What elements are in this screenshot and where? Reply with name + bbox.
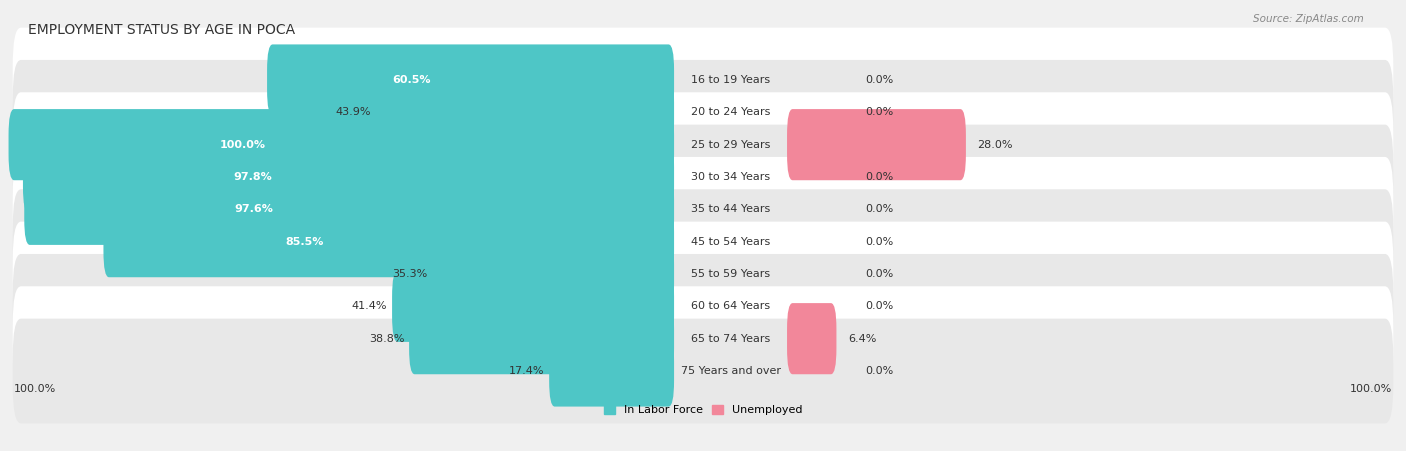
- FancyBboxPatch shape: [13, 124, 1393, 230]
- Text: 100.0%: 100.0%: [1350, 384, 1392, 394]
- Text: 38.8%: 38.8%: [368, 334, 405, 344]
- Text: 45 to 54 Years: 45 to 54 Years: [690, 237, 770, 247]
- Text: 85.5%: 85.5%: [285, 237, 323, 247]
- Text: 0.0%: 0.0%: [865, 366, 893, 376]
- Text: 0.0%: 0.0%: [865, 301, 893, 311]
- Text: 41.4%: 41.4%: [352, 301, 387, 311]
- Text: 0.0%: 0.0%: [865, 172, 893, 182]
- Text: 97.8%: 97.8%: [233, 172, 271, 182]
- FancyBboxPatch shape: [392, 271, 673, 342]
- FancyBboxPatch shape: [13, 318, 1393, 423]
- FancyBboxPatch shape: [13, 221, 1393, 327]
- FancyBboxPatch shape: [550, 336, 673, 407]
- Text: 100.0%: 100.0%: [14, 384, 56, 394]
- FancyBboxPatch shape: [8, 109, 673, 180]
- Text: 17.4%: 17.4%: [509, 366, 544, 376]
- Text: 100.0%: 100.0%: [221, 140, 266, 150]
- Text: 0.0%: 0.0%: [865, 204, 893, 214]
- Text: 60.5%: 60.5%: [392, 75, 430, 85]
- Text: 25 to 29 Years: 25 to 29 Years: [690, 140, 770, 150]
- Text: EMPLOYMENT STATUS BY AGE IN POCA: EMPLOYMENT STATUS BY AGE IN POCA: [28, 23, 295, 37]
- Text: 6.4%: 6.4%: [848, 334, 876, 344]
- FancyBboxPatch shape: [13, 286, 1393, 391]
- Text: 75 Years and over: 75 Years and over: [681, 366, 780, 376]
- FancyBboxPatch shape: [104, 206, 673, 277]
- Text: Source: ZipAtlas.com: Source: ZipAtlas.com: [1253, 14, 1364, 23]
- Text: 0.0%: 0.0%: [865, 269, 893, 279]
- Text: 0.0%: 0.0%: [865, 75, 893, 85]
- Text: 43.9%: 43.9%: [336, 107, 371, 117]
- FancyBboxPatch shape: [13, 189, 1393, 294]
- FancyBboxPatch shape: [267, 44, 673, 115]
- FancyBboxPatch shape: [24, 174, 673, 245]
- FancyBboxPatch shape: [13, 92, 1393, 197]
- Text: 0.0%: 0.0%: [865, 237, 893, 247]
- Text: 35.3%: 35.3%: [392, 269, 427, 279]
- FancyBboxPatch shape: [375, 77, 673, 148]
- Text: 0.0%: 0.0%: [865, 107, 893, 117]
- Text: 30 to 34 Years: 30 to 34 Years: [690, 172, 770, 182]
- Text: 20 to 24 Years: 20 to 24 Years: [690, 107, 770, 117]
- Legend: In Labor Force, Unemployed: In Labor Force, Unemployed: [603, 405, 803, 415]
- Text: 60 to 64 Years: 60 to 64 Years: [690, 301, 770, 311]
- FancyBboxPatch shape: [22, 142, 673, 212]
- FancyBboxPatch shape: [13, 157, 1393, 262]
- FancyBboxPatch shape: [13, 254, 1393, 359]
- Text: 28.0%: 28.0%: [977, 140, 1014, 150]
- Text: 55 to 59 Years: 55 to 59 Years: [690, 269, 770, 279]
- FancyBboxPatch shape: [13, 28, 1393, 133]
- FancyBboxPatch shape: [432, 239, 673, 309]
- Text: 35 to 44 Years: 35 to 44 Years: [690, 204, 770, 214]
- FancyBboxPatch shape: [409, 303, 673, 374]
- FancyBboxPatch shape: [787, 109, 966, 180]
- Text: 97.6%: 97.6%: [233, 204, 273, 214]
- FancyBboxPatch shape: [13, 60, 1393, 165]
- FancyBboxPatch shape: [787, 303, 837, 374]
- Text: 16 to 19 Years: 16 to 19 Years: [690, 75, 770, 85]
- Text: 65 to 74 Years: 65 to 74 Years: [690, 334, 770, 344]
